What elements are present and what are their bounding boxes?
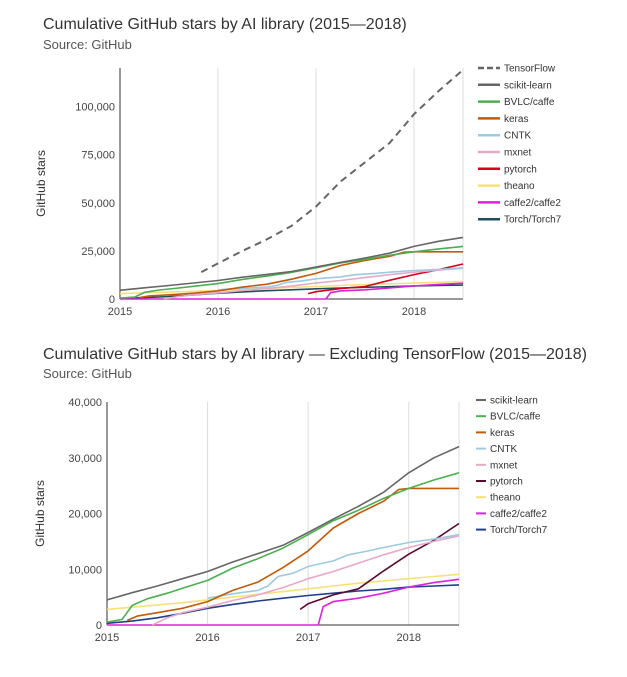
legend-label: keras <box>504 114 528 125</box>
y-axis-label: GitHub stars <box>33 480 47 547</box>
series-line-theano <box>106 573 460 611</box>
x-tick-label: 2017 <box>296 632 320 644</box>
series-line-mxnet <box>163 267 464 300</box>
legend-label: scikit-learn <box>490 396 538 407</box>
chart-subtitle: Source: GitHub <box>43 366 132 381</box>
chart-title: Cumulative GitHub stars by AI library — … <box>43 346 587 363</box>
legend-label: mxnet <box>490 460 517 471</box>
legend-label: BVLC/caffe <box>490 412 541 423</box>
x-tick-label: 2018 <box>396 632 420 644</box>
x-tick-label: 2016 <box>206 306 230 318</box>
y-tick-label: 50,000 <box>81 198 115 210</box>
series-line-keras <box>126 487 459 622</box>
y-axis-label: GitHub stars <box>34 150 48 217</box>
series-line-cntk <box>207 533 460 599</box>
series-line-tensorflow <box>200 69 464 273</box>
y-tick-label: 25,000 <box>81 246 115 258</box>
legend-label: caffe2/caffe2 <box>504 198 561 209</box>
series-line-mxnet <box>151 535 460 626</box>
series-line-caffe2-caffe2 <box>107 578 460 626</box>
y-tick-label: 75,000 <box>81 150 115 162</box>
series-line-cntk <box>217 267 464 291</box>
y-tick-label: 100,000 <box>75 102 115 114</box>
chart-svg: 2015 2016 2017 2018 0 10,000 20,000 30,000 40,00… <box>33 396 548 645</box>
y-tick-label: 10,000 <box>68 564 102 576</box>
legend-label: pytorch <box>490 477 523 488</box>
series-line-bvlc-caffe <box>119 245 464 299</box>
legend-label: theano <box>504 181 535 192</box>
y-tick-label: 0 <box>109 294 115 306</box>
legend-label: CNTK <box>490 444 518 455</box>
series-line-bvlc-caffe <box>106 472 460 623</box>
series-line-scikit-learn <box>119 236 464 292</box>
legend-label: CNTK <box>504 131 532 142</box>
legend-label: Torch/Torch7 <box>490 525 548 536</box>
legend-label: pytorch <box>504 164 537 175</box>
y-tick-label: 40,000 <box>68 397 102 409</box>
x-tick-label: 2018 <box>402 306 426 318</box>
chart-bottom: Cumulative GitHub stars by AI library — … <box>0 340 627 677</box>
series-line-theano <box>119 280 464 295</box>
legend-label: keras <box>490 428 514 439</box>
y-tick-label: 20,000 <box>68 509 102 521</box>
series-line-caffe2-caffe2 <box>120 282 464 300</box>
legend-label: scikit-learn <box>504 80 552 91</box>
y-tick-label: 30,000 <box>68 453 102 465</box>
legend-label: Torch/Torch7 <box>504 215 562 226</box>
x-tick-label: 2017 <box>304 306 328 318</box>
chart-title: Cumulative GitHub stars by AI library (2… <box>43 16 407 33</box>
legend-label: caffe2/caffe2 <box>490 509 547 520</box>
legend-label: theano <box>490 493 521 504</box>
legend-label: BVLC/caffe <box>504 97 555 108</box>
x-tick-label: 2016 <box>195 632 219 644</box>
x-tick-label: 2015 <box>95 632 119 644</box>
legend-label: TensorFlow <box>504 64 556 75</box>
series-line-torch-torch7 <box>106 584 460 625</box>
chart-svg: 2015 2016 2017 2018 0 25,000 50,000 75,000 100,0… <box>34 64 562 319</box>
y-tick-label: 0 <box>96 620 102 632</box>
chart-top: Cumulative GitHub stars by AI library (2… <box>0 0 627 330</box>
series-line-scikit-learn <box>106 445 460 601</box>
x-tick-label: 2015 <box>108 306 132 318</box>
legend-label: mxnet <box>504 148 531 159</box>
chart-subtitle: Source: GitHub <box>43 37 132 52</box>
